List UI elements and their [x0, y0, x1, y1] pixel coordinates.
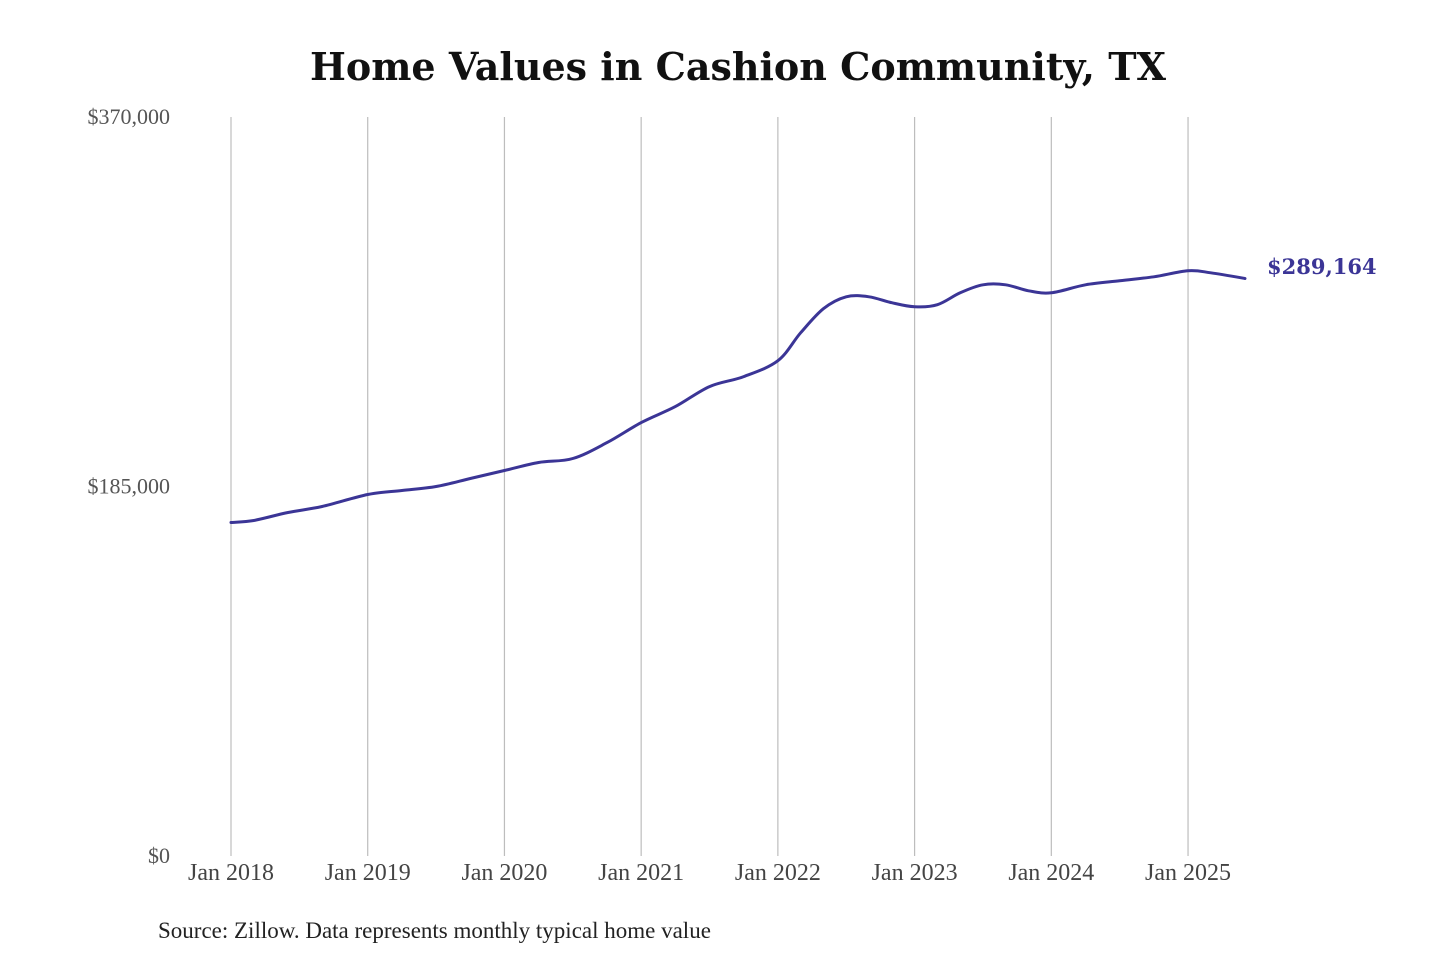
data-point	[469, 477, 472, 480]
x-tick-label: Jan 2018	[188, 860, 274, 886]
data-point	[1027, 289, 1030, 292]
data-point	[1187, 269, 1190, 272]
chart-title: Home Values in Cashion Community, TX	[310, 44, 1167, 89]
x-tick-label: Jan 2023	[872, 860, 958, 886]
x-tick-label: Jan 2024	[1008, 860, 1094, 886]
y-tick-label: $370,000	[88, 104, 171, 129]
data-point	[640, 421, 643, 424]
data-point	[435, 485, 438, 488]
data-point	[321, 505, 324, 508]
data-point	[366, 493, 369, 496]
data-point	[845, 295, 848, 298]
data-point	[1152, 275, 1155, 278]
data-point	[936, 303, 939, 306]
vertical-gridlines	[230, 117, 1189, 856]
y-tick-label: $0	[148, 843, 170, 868]
data-point	[1004, 283, 1007, 286]
series-layer	[229, 269, 1247, 524]
end-value-label: $289,164	[1267, 254, 1377, 279]
x-tick-label: Jan 2019	[325, 860, 411, 886]
data-point	[400, 489, 403, 492]
data-point	[799, 331, 802, 334]
data-point	[1209, 271, 1212, 274]
data-point	[1084, 283, 1087, 286]
data-point	[708, 385, 711, 388]
data-point	[571, 457, 574, 460]
data-point	[742, 375, 745, 378]
data-point	[913, 305, 916, 308]
data-point	[1244, 277, 1247, 280]
y-tick-label: $185,000	[88, 474, 171, 499]
data-point	[1050, 291, 1053, 294]
x-axis-tick-labels: Jan 2018 Jan 2019 Jan 2020 Jan 2021 Jan 2022…	[188, 860, 1231, 886]
x-tick-label: Jan 2020	[461, 860, 547, 886]
data-point	[890, 301, 893, 304]
y-axis-tick-labels: $0 $185,000 $370,000	[88, 104, 171, 868]
data-point	[959, 291, 962, 294]
data-point	[1118, 279, 1121, 282]
data-point	[537, 461, 540, 464]
series-line-0	[229, 269, 1247, 524]
data-point	[230, 521, 233, 524]
data-point	[286, 511, 289, 514]
x-tick-label: Jan 2025	[1145, 860, 1231, 886]
data-point	[822, 307, 825, 310]
data-point	[868, 295, 871, 298]
data-point	[981, 283, 984, 286]
data-point	[605, 441, 608, 444]
x-tick-label: Jan 2022	[735, 860, 821, 886]
data-point	[252, 519, 255, 522]
data-point	[674, 405, 677, 408]
source-note: Source: Zillow. Data represents monthly …	[158, 918, 711, 943]
data-point	[503, 469, 506, 472]
x-tick-label: Jan 2021	[598, 860, 684, 886]
data-point	[776, 359, 779, 362]
